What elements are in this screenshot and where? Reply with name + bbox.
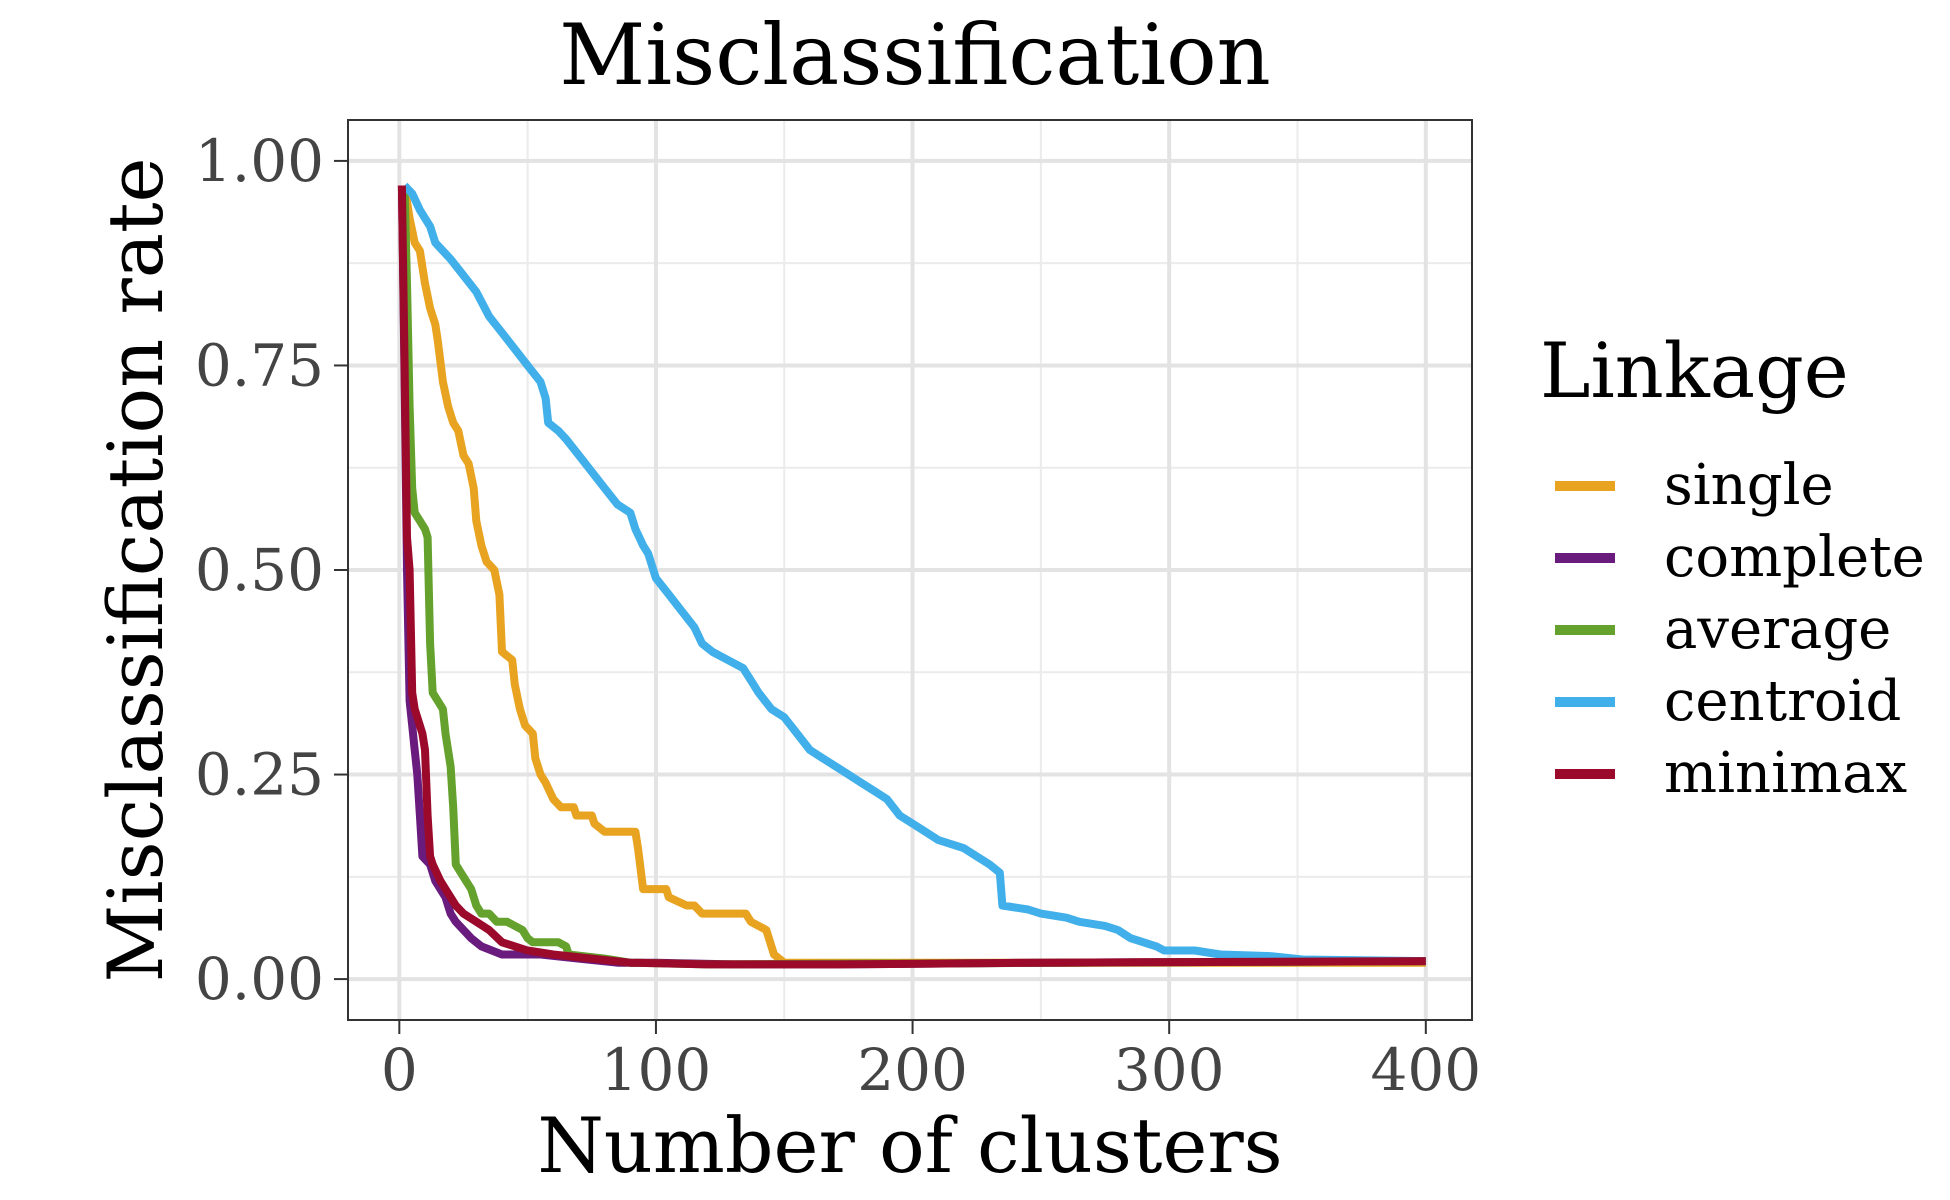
legend-label-complete: complete: [1664, 525, 1925, 590]
legend-label-minimax: minimax: [1664, 741, 1907, 806]
x-axis-ticks: 0 100 200 300 400: [381, 1020, 1481, 1104]
series-line-minimax: [397, 185, 1426, 969]
series-layer: [397, 182, 1426, 969]
x-tick-label: 300: [1114, 1036, 1225, 1104]
series-line-centroid: [401, 182, 1426, 966]
x-tick-label: 400: [1370, 1036, 1481, 1104]
legend-label-centroid: centroid: [1664, 669, 1901, 734]
y-tick-label: 0.50: [195, 536, 324, 604]
legend-label-average: average: [1664, 597, 1891, 662]
y-tick-label: 0.75: [195, 331, 324, 399]
x-tick-label: 0: [381, 1036, 418, 1104]
series-line-average: [400, 185, 1426, 969]
series-line-single: [400, 184, 1426, 967]
y-axis-ticks: 0.00 0.25 0.50 0.75 1.00: [195, 127, 348, 1013]
legend: Linkage single complete average centroid min…: [1540, 326, 1925, 806]
y-tick-label: 1.00: [195, 127, 324, 195]
legend-items: single complete average centroid minimax: [1555, 453, 1925, 806]
x-tick-label: 200: [857, 1036, 968, 1104]
legend-title: Linkage: [1540, 326, 1849, 415]
chart-title: Misclassification: [559, 6, 1271, 104]
x-tick-label: 100: [601, 1036, 712, 1104]
y-tick-label: 0.25: [195, 741, 324, 809]
x-axis-label: Number of clusters: [537, 1101, 1282, 1190]
y-axis-label: Misclassification rate: [91, 157, 180, 982]
legend-label-single: single: [1664, 453, 1834, 518]
y-tick-label: 0.00: [195, 945, 324, 1013]
